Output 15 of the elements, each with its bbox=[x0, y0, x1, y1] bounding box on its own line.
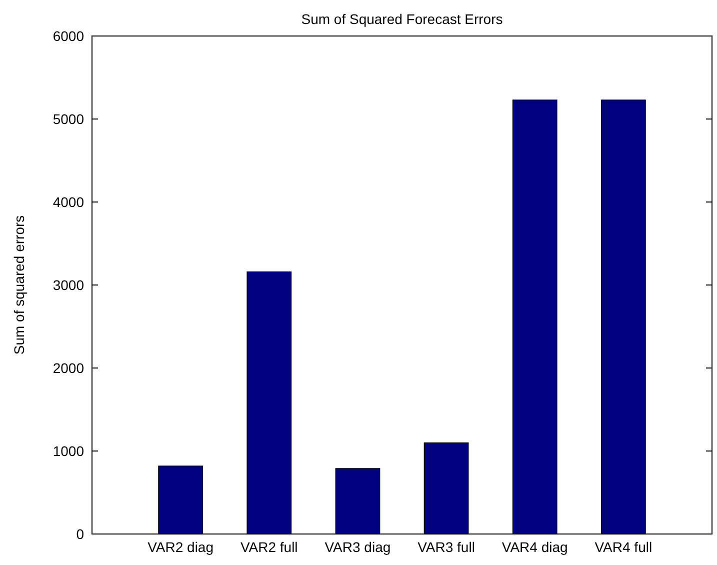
y-tick-label: 4000 bbox=[52, 194, 84, 210]
x-tick-label: VAR4 full bbox=[594, 539, 652, 555]
y-tick-label: 2000 bbox=[52, 360, 84, 376]
chart-title: Sum of Squared Forecast Errors bbox=[301, 11, 503, 27]
x-tick-label: VAR4 diag bbox=[502, 539, 568, 555]
x-tick-label: VAR3 full bbox=[418, 539, 475, 555]
y-tick-label: 5000 bbox=[52, 110, 84, 127]
x-tick-label: VAR3 diag bbox=[324, 539, 391, 555]
x-tick-label: VAR2 diag bbox=[148, 539, 214, 555]
y-tick-label: 6000 bbox=[52, 28, 84, 44]
x-tick-label: VAR2 full bbox=[240, 539, 298, 555]
y-tick-label: 1000 bbox=[52, 442, 84, 459]
y-axis-title: Sum of squared errors bbox=[11, 215, 27, 355]
y-tick-label: 3000 bbox=[52, 276, 84, 293]
y-tick-label: 0 bbox=[76, 526, 84, 542]
